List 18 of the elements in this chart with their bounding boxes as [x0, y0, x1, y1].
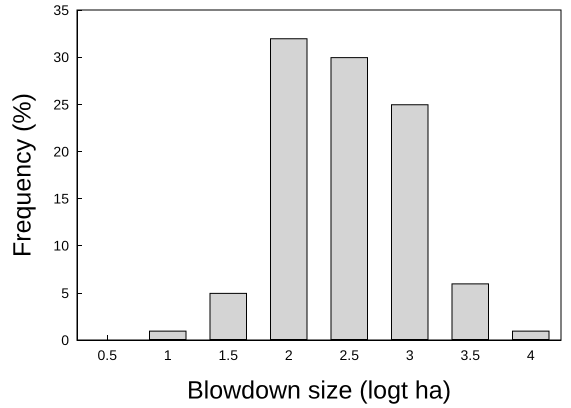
y-tick-label: 30: [53, 49, 70, 66]
y-tick-label: 35: [53, 2, 70, 18]
y-tick-label: 15: [53, 190, 70, 207]
y-tick-label: 5: [61, 284, 70, 301]
x-tick-label: 2.5: [340, 347, 360, 363]
x-tick-label: 3.5: [460, 347, 480, 363]
y-tick-label: 25: [53, 96, 70, 112]
y-tick-label: 20: [53, 143, 70, 160]
x-tick-label: 0.5: [98, 347, 118, 363]
x-tick-label: 4: [526, 347, 535, 363]
x-tick-label: 1.5: [218, 347, 238, 363]
y-axis-title: Frequency (%): [8, 93, 36, 257]
y-tick-label: 0: [61, 332, 70, 348]
y-tick-label: 10: [53, 238, 70, 254]
x-axis-title: Blowdown size (logt ha): [186, 376, 452, 404]
x-tick-label: 2: [284, 347, 293, 363]
x-tick-label: 1: [164, 347, 172, 363]
x-tick-label: 3: [406, 347, 414, 363]
